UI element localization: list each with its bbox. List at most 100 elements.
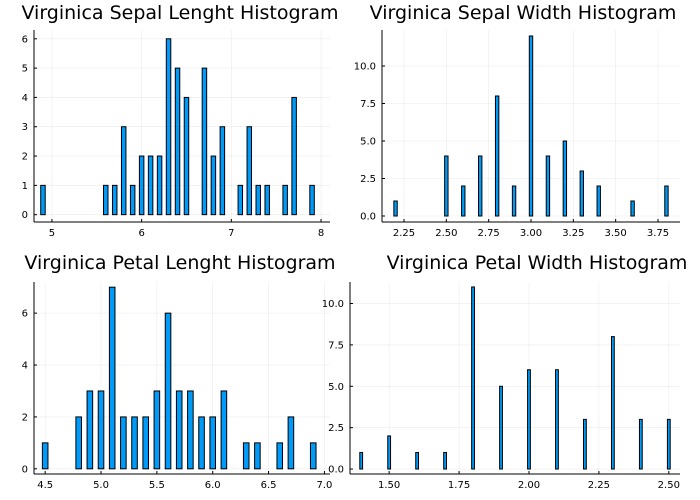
x-tick-label: 2.25 <box>588 480 610 491</box>
y-tick-label: 7.5 <box>328 340 344 351</box>
histogram-bar <box>499 385 503 470</box>
histogram-bar <box>276 442 284 470</box>
histogram-bar <box>664 185 669 217</box>
histogram-bar <box>41 442 49 470</box>
histogram-bar <box>461 185 466 217</box>
histogram-bar <box>219 126 226 216</box>
y-tick-label: 2.5 <box>328 423 344 434</box>
histogram-bar <box>309 184 315 216</box>
x-tick-label: 1.75 <box>448 480 470 491</box>
histogram-bar <box>183 96 190 216</box>
x-tick-label: 3.50 <box>605 228 627 239</box>
panel-title: Virginica Sepal Width Histogram <box>370 2 677 24</box>
x-tick-label: 1.50 <box>378 480 400 491</box>
histogram-bar <box>156 155 163 216</box>
histogram-bar <box>40 184 46 216</box>
histogram-bar <box>220 390 228 470</box>
histogram-bar <box>291 96 297 216</box>
y-tick-label: 0 <box>22 464 28 475</box>
y-tick-label: 0.0 <box>328 465 344 476</box>
histogram-bar <box>175 390 183 470</box>
histogram-bar <box>359 451 364 470</box>
histogram-bar <box>246 126 253 216</box>
panel-petal-width: Virginica Petal Width Histogram 1.50 1.75… <box>322 252 688 491</box>
histogram-bar <box>97 390 105 470</box>
x-tick-label: 3.75 <box>647 228 669 239</box>
histogram-bar <box>129 184 136 216</box>
histogram-bar <box>131 416 138 470</box>
histogram-bar <box>443 451 447 470</box>
panel-petal-length: Virginica Petal Lenght Histogram 4.5 5.0 5… <box>22 252 336 491</box>
histogram-bar <box>120 126 127 216</box>
histogram-bar <box>164 312 172 470</box>
histogram-bar <box>511 185 517 217</box>
y-tick-label: 7.5 <box>360 99 376 110</box>
histogram-bar <box>108 286 116 470</box>
histogram-bar <box>254 442 261 470</box>
y-tick-label: 6 <box>22 309 28 320</box>
histogram-bar <box>142 416 149 470</box>
y-tick-label: 5.0 <box>328 382 344 393</box>
histogram-bar <box>562 140 568 217</box>
x-tick-label: 6.0 <box>205 480 221 491</box>
panel-title: Virginica Petal Lenght Histogram <box>24 252 335 274</box>
y-tick-label: 4 <box>22 93 28 104</box>
x-tick-label: 7 <box>228 228 234 239</box>
histogram-bar <box>103 184 109 216</box>
histogram-bar <box>287 416 295 470</box>
histogram-bar <box>237 184 244 216</box>
histogram-bar <box>583 418 587 470</box>
y-tick-label: 5.0 <box>360 137 376 148</box>
histogram-bar <box>111 184 118 216</box>
histogram-bar <box>120 416 127 470</box>
histogram-bar <box>255 184 261 216</box>
x-tick-label: 2.50 <box>435 228 457 239</box>
y-tick-label: 3 <box>22 122 28 133</box>
x-tick-label: 5.5 <box>149 480 165 491</box>
histogram-bar <box>198 416 205 470</box>
histogram-bar <box>201 67 208 216</box>
x-tick-label: 2.75 <box>478 228 500 239</box>
x-tick-label: 2.25 <box>393 228 415 239</box>
histogram-bar <box>596 185 601 217</box>
histogram-bar <box>147 155 154 216</box>
histogram-bar <box>478 155 483 217</box>
histogram-bar <box>545 155 551 217</box>
y-tick-label: 1 <box>22 181 28 192</box>
histogram-bar <box>393 200 398 217</box>
y-tick-label: 2 <box>22 152 28 163</box>
histogram-bar <box>527 369 531 470</box>
histogram-bar <box>264 184 270 216</box>
y-tick-label: 0 <box>22 210 28 221</box>
panel-title: Virginica Sepal Lenght Histogram <box>21 2 338 24</box>
panel-sepal-length: Virginica Sepal Lenght Histogram 5 6 7 8 0 1 2… <box>21 2 338 239</box>
histogram-bar <box>165 38 172 216</box>
x-tick-label: 3.25 <box>562 228 584 239</box>
panel-sepal-width: Virginica Sepal Width Histogram 2.25 2.50… <box>354 2 680 239</box>
histogram-bar <box>138 155 145 216</box>
histogram-bar <box>471 286 475 470</box>
histogram-bar <box>209 416 217 470</box>
histogram-bar <box>555 369 559 470</box>
histogram-bar <box>415 451 420 470</box>
x-tick-label: 5.0 <box>93 480 109 491</box>
histogram-bar <box>579 170 584 217</box>
x-tick-label: 5 <box>49 228 55 239</box>
histogram-bar <box>75 416 82 470</box>
y-tick-label: 0.0 <box>360 212 376 223</box>
histogram-bar <box>282 184 288 216</box>
x-tick-label: 4.5 <box>37 480 53 491</box>
x-tick-label: 2.50 <box>658 480 680 491</box>
histogram-bar <box>174 67 181 216</box>
x-tick-label: 7.0 <box>316 480 332 491</box>
histogram-bar <box>638 418 643 470</box>
histogram-bar <box>187 390 194 470</box>
x-tick-label: 3.00 <box>520 228 542 239</box>
y-tick-label: 2 <box>22 412 28 423</box>
x-tick-label: 2.00 <box>518 480 540 491</box>
histogram-bar <box>494 95 500 217</box>
histogram-bar <box>86 390 94 470</box>
histogram-bar <box>444 155 449 217</box>
y-tick-label: 4 <box>22 361 28 372</box>
